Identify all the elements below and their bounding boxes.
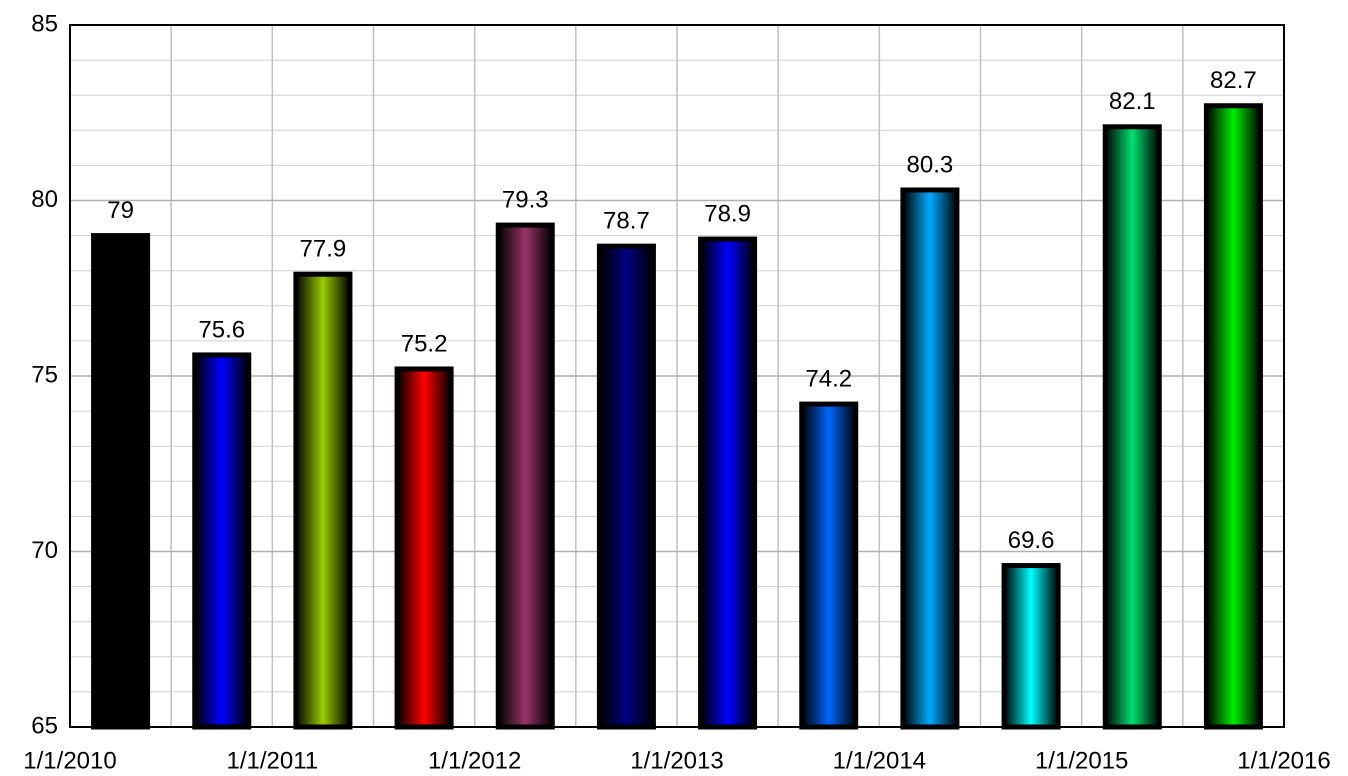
- x-tick-label: 1/1/2012: [428, 747, 521, 774]
- value-label: 82.1: [1109, 88, 1156, 115]
- value-label: 78.9: [704, 200, 751, 227]
- bar: [799, 401, 859, 730]
- bar: [1001, 563, 1061, 730]
- bar: [91, 233, 151, 730]
- x-tick-label: 1/1/2016: [1237, 747, 1330, 774]
- x-tick-label: 1/1/2013: [630, 747, 723, 774]
- bar: [192, 352, 252, 730]
- bar: [495, 222, 555, 730]
- x-tick-label: 1/1/2010: [23, 747, 116, 774]
- bar: [394, 366, 454, 730]
- value-label: 78.7: [603, 207, 650, 234]
- plot-frame: [69, 24, 1285, 728]
- value-label: 79.3: [502, 186, 549, 213]
- value-label: 75.2: [401, 330, 448, 357]
- x-tick-label: 1/1/2014: [833, 747, 926, 774]
- x-tick-label: 1/1/2015: [1035, 747, 1128, 774]
- value-label: 75.6: [198, 316, 245, 343]
- bar: [596, 243, 656, 730]
- x-tick-label: 1/1/2011: [227, 747, 319, 774]
- value-label: 82.7: [1210, 67, 1257, 94]
- y-tick-label: 80: [31, 186, 58, 213]
- bar: [900, 187, 960, 730]
- value-label: 77.9: [300, 236, 347, 263]
- bar: [1203, 103, 1263, 730]
- bar: [698, 236, 758, 730]
- value-label: 69.6: [1008, 527, 1055, 554]
- y-tick-label: 75: [31, 361, 58, 388]
- bar: [1102, 124, 1162, 730]
- y-tick-label: 70: [31, 537, 58, 564]
- value-label: 79: [107, 197, 134, 224]
- y-tick-label: 65: [31, 712, 58, 739]
- value-label: 80.3: [907, 151, 954, 178]
- bar: [293, 271, 353, 730]
- value-label: 74.2: [805, 365, 852, 392]
- y-tick-label: 85: [31, 10, 58, 37]
